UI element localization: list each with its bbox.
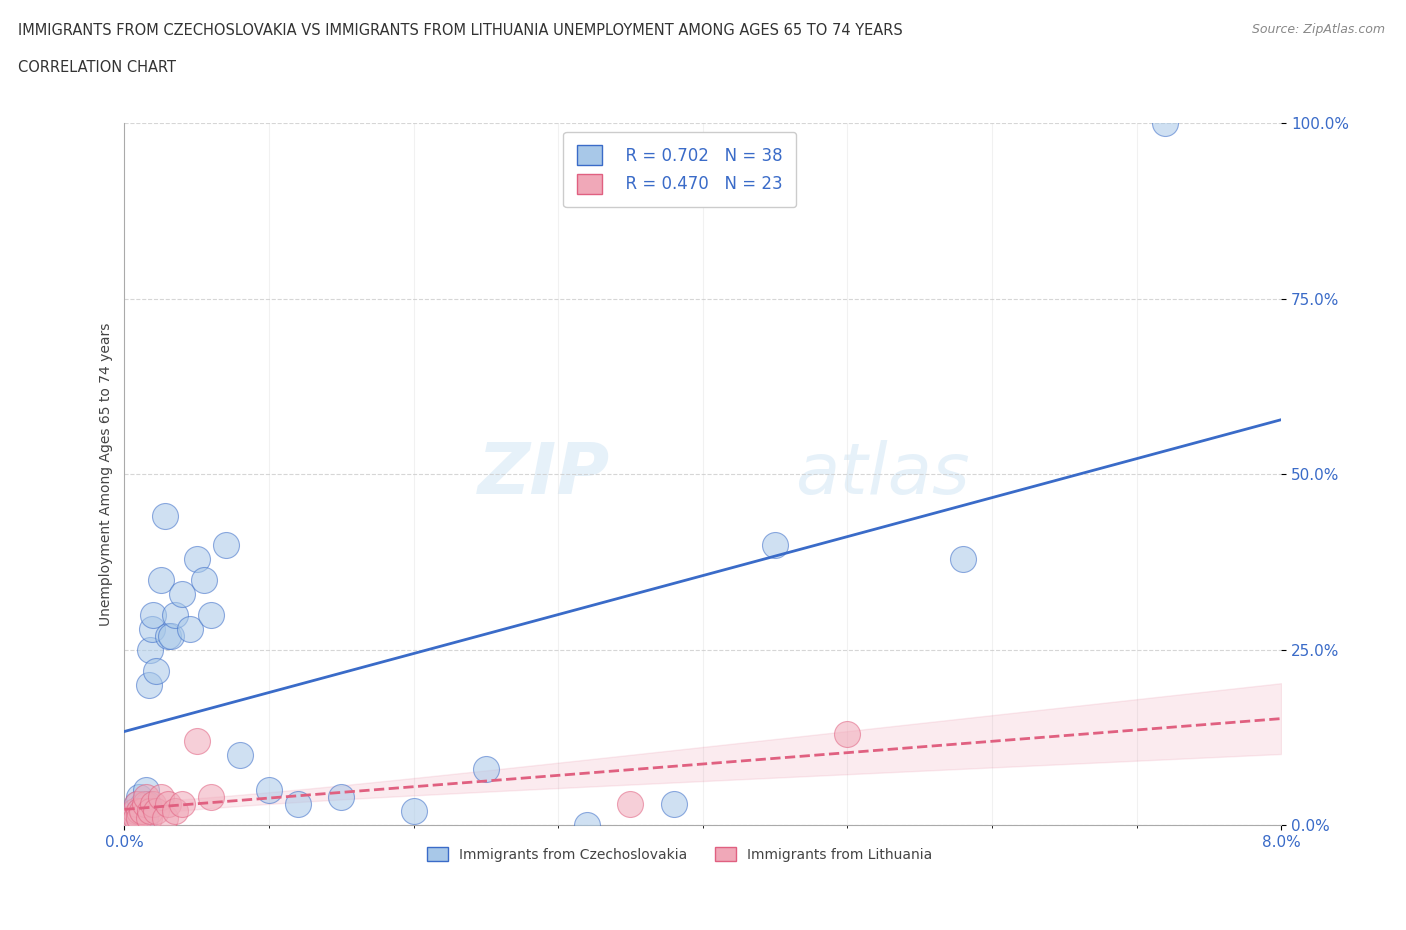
Point xyxy=(124,804,146,818)
Point xyxy=(287,797,309,812)
Point xyxy=(186,551,208,566)
Point xyxy=(142,797,165,812)
Text: ZIP: ZIP xyxy=(478,440,610,509)
Point xyxy=(138,811,160,826)
Point xyxy=(131,804,153,818)
Point xyxy=(149,572,172,587)
Point xyxy=(149,790,172,804)
Point xyxy=(1154,116,1177,131)
Point xyxy=(128,790,150,804)
Point xyxy=(763,537,786,551)
Legend: Immigrants from Czechoslovakia, Immigrants from Lithuania: Immigrants from Czechoslovakia, Immigran… xyxy=(422,842,938,868)
Point xyxy=(952,551,974,566)
Point xyxy=(576,817,599,832)
Point xyxy=(124,804,146,818)
Point xyxy=(153,811,176,826)
Point xyxy=(134,797,156,812)
Point xyxy=(145,804,167,818)
Point xyxy=(156,629,179,644)
Point xyxy=(128,811,150,826)
Point xyxy=(186,734,208,749)
Point xyxy=(165,607,187,622)
Point xyxy=(121,811,143,826)
Point xyxy=(127,797,149,812)
Point xyxy=(121,811,143,826)
Point xyxy=(125,811,148,826)
Y-axis label: Unemployment Among Ages 65 to 74 years: Unemployment Among Ages 65 to 74 years xyxy=(100,323,114,626)
Point xyxy=(134,811,156,826)
Point xyxy=(136,797,159,812)
Point xyxy=(131,804,153,818)
Point xyxy=(122,811,145,826)
Point xyxy=(138,677,160,692)
Point xyxy=(128,804,150,818)
Text: CORRELATION CHART: CORRELATION CHART xyxy=(18,60,176,75)
Point xyxy=(156,797,179,812)
Point xyxy=(229,748,252,763)
Point xyxy=(128,804,150,818)
Point xyxy=(172,797,194,812)
Point xyxy=(215,537,238,551)
Point xyxy=(330,790,353,804)
Point xyxy=(142,607,165,622)
Point xyxy=(135,790,157,804)
Point xyxy=(619,797,641,812)
Point xyxy=(402,804,425,818)
Point xyxy=(153,509,176,524)
Point xyxy=(662,797,685,812)
Point xyxy=(172,586,194,601)
Point xyxy=(145,663,167,678)
Point xyxy=(139,643,162,658)
Point xyxy=(200,607,222,622)
Point xyxy=(257,783,280,798)
Point xyxy=(837,726,859,741)
Point xyxy=(127,797,149,812)
Point xyxy=(159,629,181,644)
Point xyxy=(125,811,148,826)
Text: atlas: atlas xyxy=(796,440,970,509)
Point xyxy=(132,797,155,812)
Text: IMMIGRANTS FROM CZECHOSLOVAKIA VS IMMIGRANTS FROM LITHUANIA UNEMPLOYMENT AMONG A: IMMIGRANTS FROM CZECHOSLOVAKIA VS IMMIGR… xyxy=(18,23,903,38)
Point xyxy=(179,621,201,636)
Point xyxy=(141,621,163,636)
Point xyxy=(135,783,157,798)
Point xyxy=(165,804,187,818)
Point xyxy=(193,572,215,587)
Text: Source: ZipAtlas.com: Source: ZipAtlas.com xyxy=(1251,23,1385,36)
Point xyxy=(200,790,222,804)
Point xyxy=(139,804,162,818)
Point xyxy=(475,762,498,777)
